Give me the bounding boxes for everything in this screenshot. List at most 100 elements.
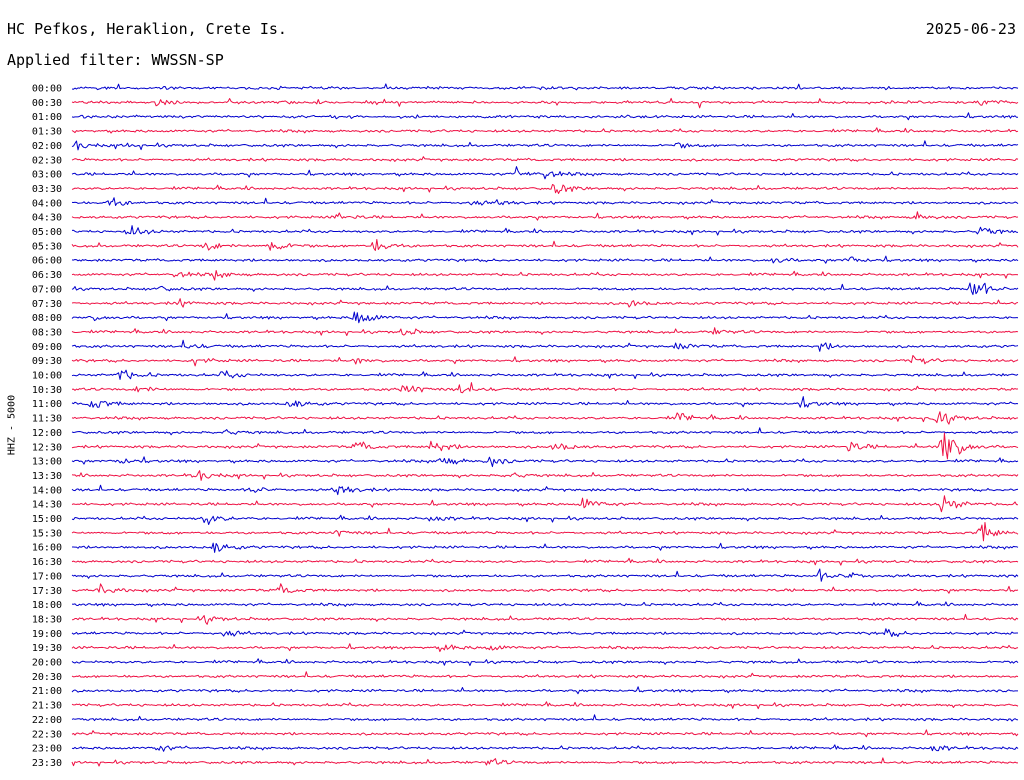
seismic-trace	[71, 339, 1019, 352]
time-tick-label: 22:00	[32, 715, 62, 726]
seismic-trace	[71, 211, 1019, 221]
time-tick-label: 10:30	[32, 385, 62, 396]
time-tick-label: 03:00	[32, 170, 62, 181]
time-tick-label: 00:30	[32, 98, 62, 109]
seismic-trace	[71, 396, 1019, 408]
time-tick-label: 11:30	[32, 414, 62, 425]
time-tick-label: 02:30	[32, 155, 62, 166]
time-tick-label: 15:30	[32, 528, 62, 539]
time-tick-label: 12:00	[32, 428, 62, 439]
seismic-trace	[71, 197, 1019, 206]
seismic-trace	[71, 686, 1019, 695]
seismic-trace	[71, 701, 1019, 710]
seismic-trace	[71, 270, 1019, 281]
time-tick-label: 09:30	[32, 356, 62, 367]
time-tick-label: 01:30	[32, 127, 62, 138]
seismic-trace	[71, 495, 1019, 513]
time-tick-label: 13:00	[32, 457, 62, 468]
seismic-trace	[71, 456, 1019, 468]
seismic-trace	[71, 714, 1019, 722]
seismic-trace	[71, 127, 1019, 134]
time-tick-label: 16:00	[32, 543, 62, 554]
time-tick-label: 02:00	[32, 141, 62, 152]
seismic-trace	[71, 744, 1019, 752]
seismic-trace	[71, 427, 1019, 436]
time-tick-label: 03:30	[32, 184, 62, 195]
plot-date: 2025-06-23	[925, 20, 1016, 38]
time-tick-label: 08:00	[32, 313, 62, 324]
filter-label: Applied filter: WWSSN-SP	[7, 51, 224, 69]
seismic-trace	[71, 97, 1019, 109]
seismic-trace	[71, 484, 1019, 496]
time-tick-label: 20:30	[32, 672, 62, 683]
time-tick-label: 17:30	[32, 586, 62, 597]
seismic-trace	[71, 628, 1019, 638]
seismic-trace	[71, 600, 1019, 608]
seismic-trace	[71, 757, 1019, 767]
seismic-trace	[71, 327, 1019, 337]
seismic-trace	[71, 658, 1019, 667]
seismic-trace	[71, 369, 1019, 380]
time-tick-label: 18:30	[32, 614, 62, 625]
time-tick-label: 20:00	[32, 658, 62, 669]
time-tick-label: 22:30	[32, 729, 62, 740]
time-tick-label: 07:30	[32, 299, 62, 310]
seismic-trace	[71, 282, 1019, 296]
time-tick-label: 00:00	[32, 84, 62, 95]
time-tick-label: 14:00	[32, 485, 62, 496]
time-tick-label: 15:00	[32, 514, 62, 525]
time-tick-label: 23:00	[32, 744, 62, 755]
seismic-trace	[71, 156, 1019, 162]
time-tick-label: 14:30	[32, 500, 62, 511]
seismic-trace	[72, 542, 1019, 553]
time-tick-label: 21:00	[32, 686, 62, 697]
time-tick-label: 06:00	[32, 256, 62, 267]
seismic-trace	[71, 140, 1019, 151]
time-tick-label: 23:30	[32, 758, 62, 769]
time-tick-label: 19:30	[32, 643, 62, 654]
time-tick-label: 17:00	[32, 571, 62, 582]
seismic-trace	[71, 671, 1019, 679]
time-tick-label: 11:00	[32, 399, 62, 410]
seismic-trace	[71, 382, 1019, 394]
seismic-trace	[71, 183, 1019, 194]
seismic-trace	[71, 643, 1019, 653]
seismic-trace	[71, 557, 1019, 566]
time-tick-label: 16:30	[32, 557, 62, 568]
time-tick-label: 01:00	[32, 112, 62, 123]
seismic-trace	[71, 225, 1019, 236]
time-tick-label: 05:00	[32, 227, 62, 238]
seismic-trace	[71, 354, 1019, 367]
seismic-trace	[71, 568, 1019, 582]
time-tick-label: 08:30	[32, 327, 62, 338]
time-tick-label: 05:30	[32, 241, 62, 252]
seismic-trace	[71, 470, 1019, 481]
time-tick-label: 04:30	[32, 213, 62, 224]
seismic-trace	[71, 112, 1019, 121]
time-tick-label: 10:00	[32, 371, 62, 382]
seismic-trace	[71, 432, 1019, 460]
time-tick-label: 13:30	[32, 471, 62, 482]
seismic-trace	[71, 613, 1019, 625]
seismic-trace	[71, 411, 1019, 425]
seismic-trace	[71, 311, 1019, 324]
seismic-trace	[71, 166, 1019, 180]
time-tick-label: 07:00	[32, 284, 62, 295]
seismic-trace	[71, 298, 1019, 308]
seismic-trace	[71, 255, 1019, 264]
time-tick-label: 06:30	[32, 270, 62, 281]
time-tick-label: 21:30	[32, 701, 62, 712]
time-tick-label: 04:00	[32, 198, 62, 209]
seismic-trace	[71, 521, 1019, 542]
seismic-trace	[71, 83, 1019, 91]
station-title: HC Pefkos, Heraklion, Crete Is.	[7, 20, 287, 38]
seismic-trace	[71, 729, 1019, 738]
seismic-trace	[71, 238, 1019, 252]
time-tick-label: 12:30	[32, 442, 62, 453]
time-tick-label: 09:00	[32, 342, 62, 353]
time-tick-label: 18:00	[32, 600, 62, 611]
seismic-trace	[71, 583, 1019, 594]
time-tick-label: 19:00	[32, 629, 62, 640]
seismic-trace	[71, 514, 1019, 526]
